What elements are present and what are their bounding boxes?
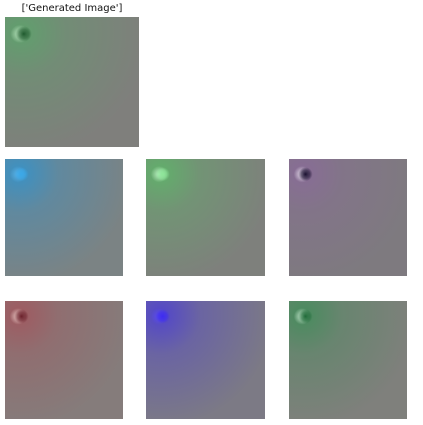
generated-image-image (5, 17, 139, 147)
image-variant-2-panel (146, 159, 265, 276)
image-variant-2-spot (155, 167, 170, 182)
generated-image-spot (15, 26, 32, 42)
image-variant-6-image (289, 301, 407, 419)
image-variant-2-image (146, 159, 265, 276)
image-variant-5-panel (146, 301, 265, 419)
image-variant-1-image (5, 159, 123, 276)
image-variant-5-image (146, 301, 265, 419)
image-variant-3-spot (298, 167, 313, 182)
image-variant-1-spot (14, 167, 29, 182)
image-variant-4-panel (5, 301, 123, 419)
image-variant-3-panel (289, 159, 407, 276)
image-variant-5-spot (155, 309, 170, 324)
image-variant-3-image (289, 159, 407, 276)
image-variant-4-image (5, 301, 123, 419)
image-variant-1-panel (5, 159, 123, 276)
image-variant-6-panel (289, 301, 407, 419)
image-variant-6-spot (298, 309, 313, 324)
image-variant-4-spot (14, 309, 29, 324)
generated-image-panel (5, 17, 139, 147)
figure-title: ['Generated Image'] (21, 3, 123, 14)
